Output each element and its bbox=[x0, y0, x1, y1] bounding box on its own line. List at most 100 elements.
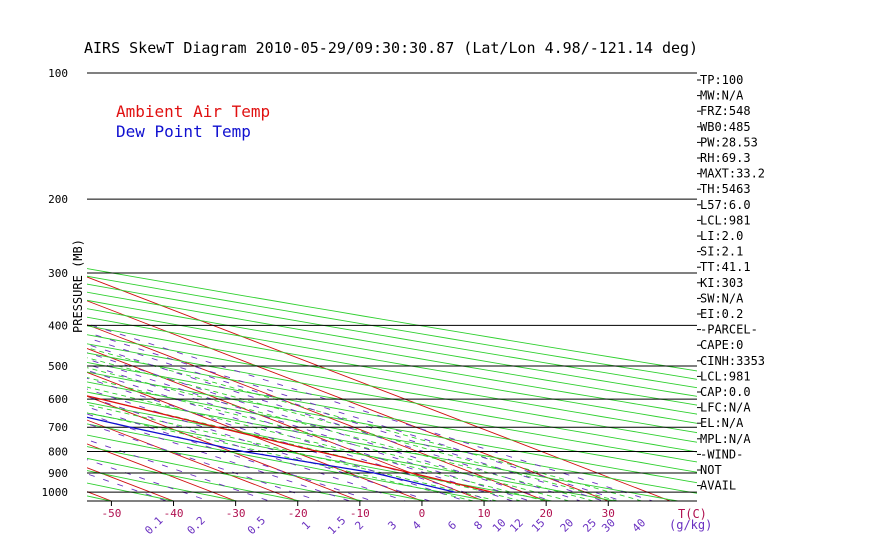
dry-adiabat-line bbox=[87, 381, 697, 494]
moist-adiabat-line bbox=[87, 386, 546, 501]
isotherm-line bbox=[87, 324, 547, 501]
mixing-ratio-tick-label: 3 bbox=[385, 519, 399, 533]
legend-dew-point-temp: Dew Point Temp bbox=[116, 122, 251, 141]
dew-point-temp-line bbox=[87, 416, 455, 493]
isotherm-line bbox=[87, 300, 609, 501]
stability-index-label: RH:69.3 bbox=[700, 151, 751, 165]
dry-adiabat-line bbox=[87, 334, 697, 443]
stability-index-label: WB0:485 bbox=[700, 120, 751, 134]
dry-adiabat-line bbox=[87, 371, 697, 484]
isotherm-line bbox=[87, 371, 423, 501]
pressure-tick-label: 200 bbox=[48, 193, 68, 206]
dry-adiabat-line bbox=[87, 391, 678, 501]
mixing-ratio-tick-label: 10 bbox=[490, 516, 509, 535]
mixing-ratio-tick-label: 40 bbox=[630, 516, 649, 535]
dry-adiabat-line bbox=[87, 434, 426, 501]
dry-adiabat-line bbox=[87, 316, 697, 424]
stability-index-label: -WIND- bbox=[700, 447, 743, 461]
legend-ambient-air-temp: Ambient Air Temp bbox=[116, 102, 270, 121]
mixing-ratio-tick-label: 4 bbox=[410, 518, 424, 532]
stability-index-label: LCL:981 bbox=[700, 369, 751, 383]
stability-index-label: EL:N/A bbox=[700, 416, 744, 430]
stability-index-label: -PARCEL- bbox=[700, 323, 758, 337]
mixing-ratio-tick-label: 20 bbox=[558, 516, 577, 535]
dry-adiabat-line bbox=[87, 343, 697, 453]
mixing-ratio-tick-label: 2 bbox=[352, 519, 366, 533]
dry-adiabat-line bbox=[87, 325, 697, 434]
moist-adiabat-line bbox=[87, 377, 570, 501]
mixing-ratio-tick-label: 1.5 bbox=[325, 514, 348, 537]
stability-index-label: LCL:981 bbox=[700, 213, 751, 227]
pressure-tick-label: 500 bbox=[48, 360, 68, 373]
dry-adiabat-line bbox=[87, 308, 697, 415]
stability-index-label: SI:2.1 bbox=[700, 245, 743, 259]
mixing-ratio-tick-label: 25 bbox=[580, 516, 599, 535]
pressure-tick-label: 800 bbox=[48, 446, 68, 459]
pressure-tick-label: 400 bbox=[48, 319, 68, 332]
mixing-ratio-tick-label: 0.1 bbox=[142, 514, 165, 537]
stability-index-label: PW:28.53 bbox=[700, 135, 758, 149]
pressure-tick-label: 100 bbox=[48, 67, 68, 80]
stability-index-label: CAP:0.0 bbox=[700, 385, 751, 399]
stability-index-label: TH:5463 bbox=[700, 182, 751, 196]
mixing-ratio-tick-label: 0.2 bbox=[185, 514, 208, 537]
dry-adiabat-line bbox=[87, 361, 697, 473]
bottom-temp-tick-label: -20 bbox=[288, 507, 308, 520]
mixing-ratio-tick-label: 6 bbox=[445, 519, 459, 533]
stability-index-label: MPL:N/A bbox=[700, 432, 751, 446]
stability-index-label: FRZ:548 bbox=[700, 104, 751, 118]
mixing-ratio-tick-label: 0.5 bbox=[245, 514, 268, 537]
moist-adiabat-line bbox=[87, 367, 594, 501]
series-layer bbox=[87, 395, 493, 493]
mixing-ratio-unit-label: (g/kg) bbox=[669, 518, 712, 532]
pressure-tick-label: 700 bbox=[48, 421, 68, 434]
dry-adiabat-line bbox=[87, 457, 301, 501]
moist-adiabat-line bbox=[87, 404, 498, 501]
mixing-ratio-line bbox=[87, 459, 210, 501]
isotherm-line bbox=[0, 73, 49, 501]
dry-adiabat-line bbox=[0, 73, 48, 501]
y-axis-label: PRESSURE (MB) bbox=[71, 239, 85, 333]
stability-index-label: SW:N/A bbox=[700, 291, 744, 305]
legend: Ambient Air Temp Dew Point Temp bbox=[116, 102, 270, 141]
dry-adiabat-line bbox=[87, 401, 615, 501]
stability-index-label: TP:100 bbox=[700, 73, 743, 87]
x-unit-label: T(C) bbox=[678, 507, 707, 521]
chart-title: AIRS SkewT Diagram 2010-05-29/09:30:30.8… bbox=[84, 39, 698, 57]
stability-index-label: CAPE:0 bbox=[700, 338, 743, 352]
moist-adiabat-line bbox=[87, 412, 474, 501]
stability-index-label: LFC:N/A bbox=[700, 401, 751, 415]
dry-adiabat-line bbox=[87, 352, 697, 463]
dry-adiabat-line bbox=[87, 412, 552, 501]
pressure-tick-label: 1000 bbox=[42, 486, 69, 499]
mixing-ratio-tick-label: 1 bbox=[299, 519, 313, 533]
stability-index-label: KI:303 bbox=[700, 276, 743, 290]
pressure-tick-label: 300 bbox=[48, 267, 68, 280]
dry-adiabat-line bbox=[87, 299, 697, 406]
bottom-temp-tick-label: 30 bbox=[602, 507, 615, 520]
bottom-temp-tick-label: 10 bbox=[477, 507, 490, 520]
dry-adiabat-line bbox=[87, 470, 238, 501]
stability-index-label: TT:41.1 bbox=[700, 260, 751, 274]
moist-adiabat-line bbox=[87, 357, 618, 501]
stability-index-label: L57:6.0 bbox=[700, 198, 751, 212]
ambient-air-temp-line bbox=[87, 395, 493, 493]
dry-adiabat-line bbox=[87, 423, 489, 501]
bottom-temp-tick-label: 20 bbox=[540, 507, 553, 520]
stability-index-label: LI:2.0 bbox=[700, 229, 743, 243]
dry-adiabat-line bbox=[87, 291, 697, 397]
pressure-tick-label: 900 bbox=[48, 467, 68, 480]
bottom-temp-tick-label: 0 bbox=[419, 507, 426, 520]
dry-adiabat-line bbox=[87, 446, 364, 501]
stability-index-label: CINH:3353 bbox=[700, 354, 765, 368]
stability-index-label: AVAIL bbox=[700, 479, 736, 493]
mixing-ratio-tick-label: 12 bbox=[507, 516, 526, 535]
stability-index-label: EI:0.2 bbox=[700, 307, 743, 321]
bottom-temp-tick-label: -10 bbox=[350, 507, 370, 520]
pressure-tick-label: 600 bbox=[48, 393, 68, 406]
mixing-ratio-line bbox=[87, 377, 466, 501]
